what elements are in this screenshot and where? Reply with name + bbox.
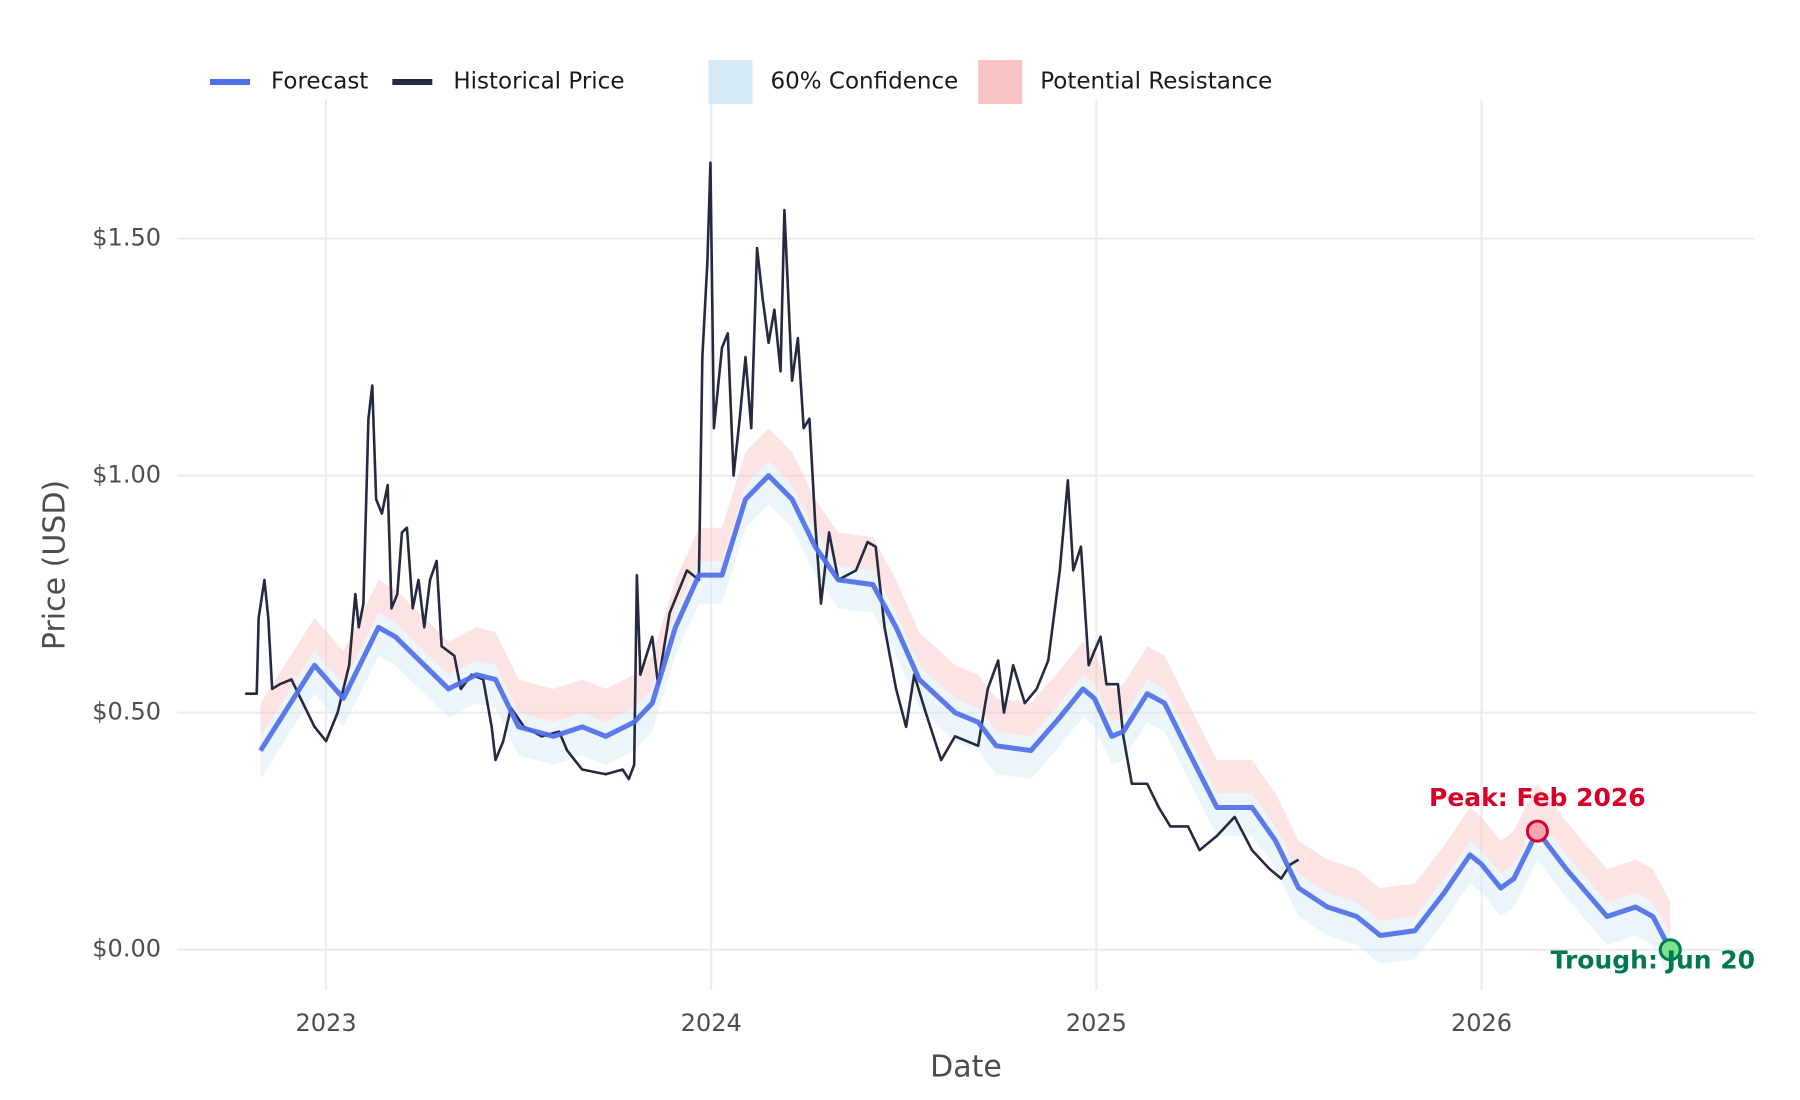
legend-label: Historical Price [453,69,624,95]
x-tick-label: 2026 [1451,1009,1512,1037]
legend-label: 60% Confidence [770,69,958,95]
x-tick-label: 2023 [296,1009,357,1037]
line [245,161,1300,880]
y-tick-label: $0.50 [92,698,161,726]
y-tick-label: $0.00 [92,935,161,963]
plot-area [245,161,1673,979]
band [260,428,1671,936]
legend-swatch [978,60,1023,104]
x-tick-label: 2025 [1066,1009,1127,1037]
legend-label: Forecast [271,69,368,95]
annotations: Peak: Feb 2026 Trough: Jun 2026 [1429,783,1790,975]
legend-label: Potential Resistance [1040,69,1272,95]
annotation-marker [1525,819,1549,843]
annotation-marker [1658,938,1682,962]
x-axis-title: Date [930,1050,1002,1085]
y-tick-label: $1.50 [92,224,161,252]
legend-swatch [708,60,753,104]
annotation-label: Peak: Feb 2026 [1429,783,1646,812]
y-axis-title: Price (USD) [38,480,73,650]
y-tick-label: $1.00 [92,461,161,489]
x-tick-label: 2024 [681,1009,742,1037]
band [260,461,1671,979]
line [258,473,1673,951]
annotation-label: Trough: Jun 2026 [1551,946,1790,975]
